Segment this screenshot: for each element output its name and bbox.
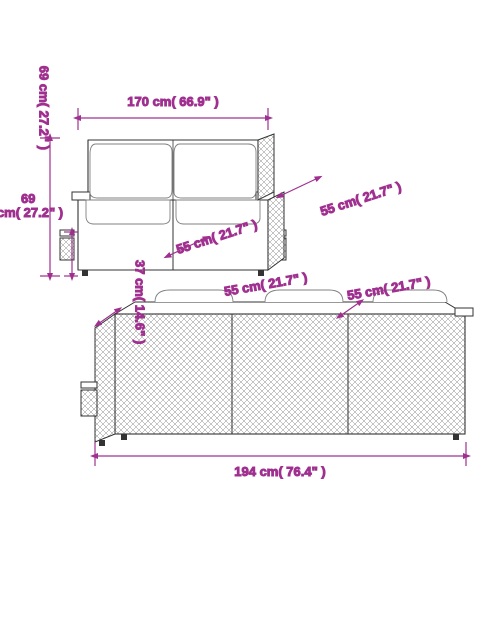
dim-top-width: 170 cm( 66.9" ) (127, 94, 218, 109)
dim-upper-depth-a: 55 cm( 21.7" ) (318, 179, 403, 219)
dim-left-lower: 37 cm( 14.6" ) (133, 260, 148, 344)
dim-left-height: 69 cm( 27.2" ) (0, 191, 63, 220)
dim-bottom-width: 194 cm( 76.4" ) (234, 464, 325, 479)
dim-left-height-label: 69 cm( 27.2" ) (37, 66, 52, 150)
